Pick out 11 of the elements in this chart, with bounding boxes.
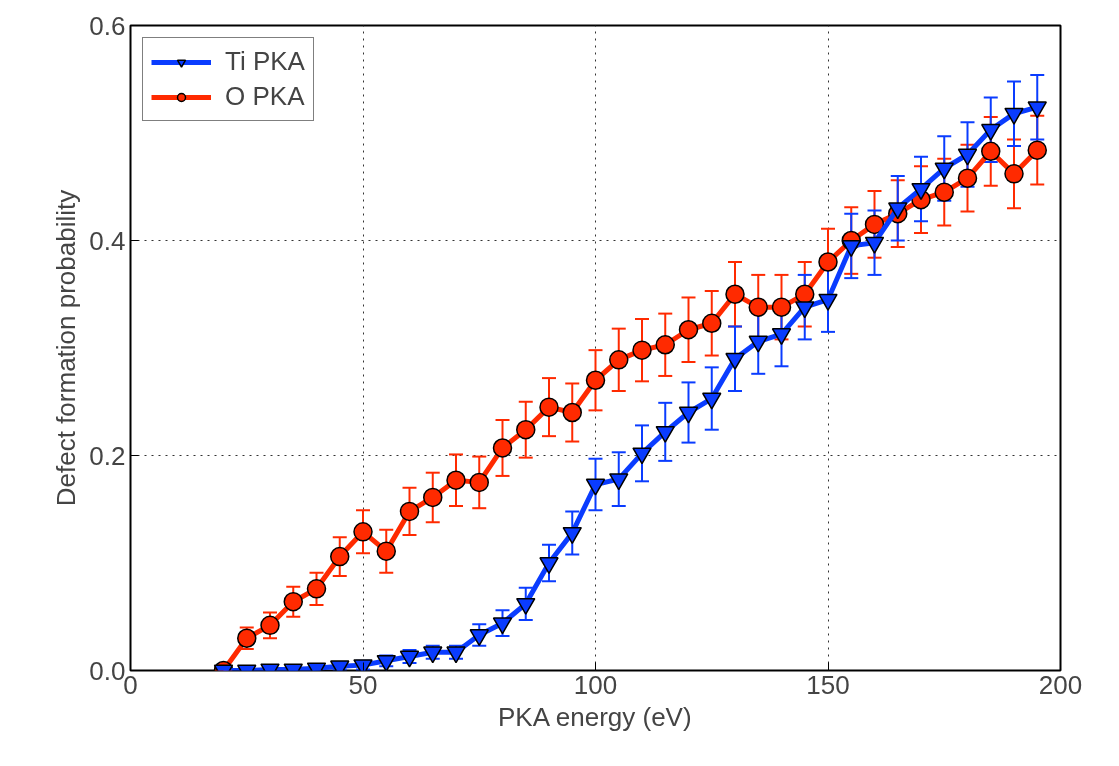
y-tick-label: 0.2 bbox=[89, 440, 126, 471]
x-tick-label: 100 bbox=[573, 669, 618, 700]
y-tick-label: 0.4 bbox=[89, 225, 126, 256]
x-axis-title: PKA energy (eV) bbox=[497, 701, 692, 732]
x-tick-label: 200 bbox=[1038, 669, 1083, 700]
x-tick-label: 150 bbox=[806, 669, 850, 700]
x-tick-label: 50 bbox=[348, 669, 378, 700]
y-axis-title: Defect formation probability bbox=[51, 189, 82, 507]
legend-label: Ti PKA bbox=[225, 46, 305, 77]
y-tick-label: 0.6 bbox=[89, 10, 126, 41]
legend-label: O PKA bbox=[225, 81, 305, 112]
